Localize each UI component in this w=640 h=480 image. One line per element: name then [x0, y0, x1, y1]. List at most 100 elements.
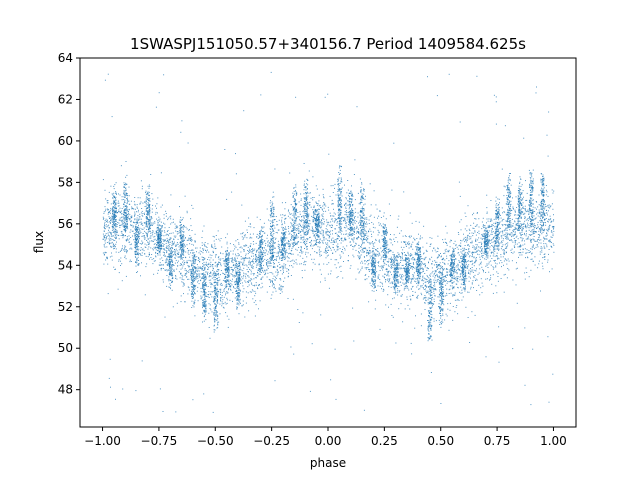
- data-point: [483, 236, 485, 237]
- data-point: [319, 224, 321, 226]
- data-point: [485, 250, 486, 252]
- data-point: [375, 240, 377, 241]
- data-point: [151, 232, 153, 234]
- data-point: [444, 295, 446, 297]
- data-point: [366, 232, 368, 234]
- data-point: [423, 259, 425, 261]
- data-point: [240, 246, 242, 248]
- data-point: [341, 195, 343, 197]
- data-point: [505, 243, 507, 245]
- data-point: [196, 251, 197, 253]
- data-point: [496, 271, 498, 273]
- data-point: [432, 275, 434, 277]
- data-point: [390, 250, 392, 252]
- data-point: [188, 237, 190, 239]
- data-point: [160, 269, 162, 271]
- data-point: [353, 246, 355, 248]
- data-point: [263, 252, 265, 254]
- data-point: [471, 260, 473, 262]
- data-point: [522, 227, 524, 229]
- data-point: [416, 238, 418, 239]
- data-point: [319, 204, 321, 206]
- data-point: [511, 260, 513, 262]
- data-point: [119, 226, 121, 228]
- data-point: [516, 262, 517, 264]
- data-point: [291, 229, 293, 231]
- data-point: [322, 209, 323, 211]
- data-point: [244, 259, 246, 261]
- data-point: [222, 272, 224, 274]
- data-point: [514, 214, 516, 216]
- data-point: [472, 252, 473, 254]
- data-point: [427, 291, 429, 293]
- data-point: [548, 226, 550, 228]
- data-point: [390, 267, 392, 269]
- data-point: [482, 238, 484, 239]
- data-point: [424, 257, 426, 259]
- data-point: [253, 258, 255, 260]
- data-point: [316, 252, 318, 254]
- data-point: [154, 221, 156, 223]
- data-point: [472, 247, 474, 248]
- data-point: [452, 319, 454, 321]
- data-point: [313, 197, 315, 198]
- data-point: [138, 209, 139, 211]
- data-point: [533, 239, 535, 241]
- data-point: [444, 249, 446, 251]
- data-point: [452, 251, 454, 253]
- data-point: [202, 257, 204, 258]
- data-point: [391, 274, 392, 276]
- data-point: [490, 260, 492, 262]
- data-point: [344, 238, 346, 240]
- data-point: [171, 244, 173, 246]
- data-point: [537, 267, 539, 269]
- data-point: [353, 256, 355, 258]
- data-point: [408, 247, 410, 249]
- data-point: [187, 239, 189, 241]
- data-point: [450, 255, 452, 257]
- data-point: [314, 222, 316, 224]
- data-point: [285, 258, 286, 260]
- data-point: [437, 264, 439, 266]
- data-point: [286, 252, 288, 254]
- data-point: [270, 239, 272, 241]
- data-point: [475, 248, 477, 250]
- data-point: [339, 214, 341, 216]
- data-point: [150, 224, 152, 226]
- data-point: [425, 299, 427, 301]
- data-point: [231, 274, 233, 275]
- data-point: [295, 248, 297, 250]
- data-point: [434, 277, 436, 279]
- data-point: [428, 261, 429, 263]
- data-point: [346, 210, 347, 212]
- data-point: [464, 241, 466, 243]
- data-point: [252, 261, 254, 263]
- data-point: [141, 214, 143, 216]
- data-point: [431, 292, 433, 293]
- data-point: [433, 298, 435, 300]
- data-point: [464, 248, 466, 250]
- data-point: [302, 215, 304, 217]
- data-point: [365, 231, 367, 232]
- data-point: [218, 280, 220, 282]
- data-point: [272, 283, 274, 285]
- data-point: [111, 238, 113, 240]
- data-point: [412, 263, 414, 265]
- data-point: [514, 214, 515, 216]
- data-point: [499, 221, 501, 223]
- data-point: [262, 267, 264, 269]
- data-point: [437, 276, 439, 278]
- data-point: [137, 229, 139, 231]
- data-point: [420, 285, 422, 287]
- data-point: [444, 280, 446, 282]
- data-point: [460, 275, 462, 277]
- data-point: [281, 223, 283, 225]
- data-point: [364, 229, 366, 231]
- data-point: [464, 236, 466, 238]
- data-point: [347, 180, 349, 181]
- data-point: [525, 200, 527, 201]
- data-point: [425, 281, 427, 283]
- data-point: [249, 268, 250, 270]
- data-point: [415, 281, 417, 283]
- data-point: [275, 259, 277, 261]
